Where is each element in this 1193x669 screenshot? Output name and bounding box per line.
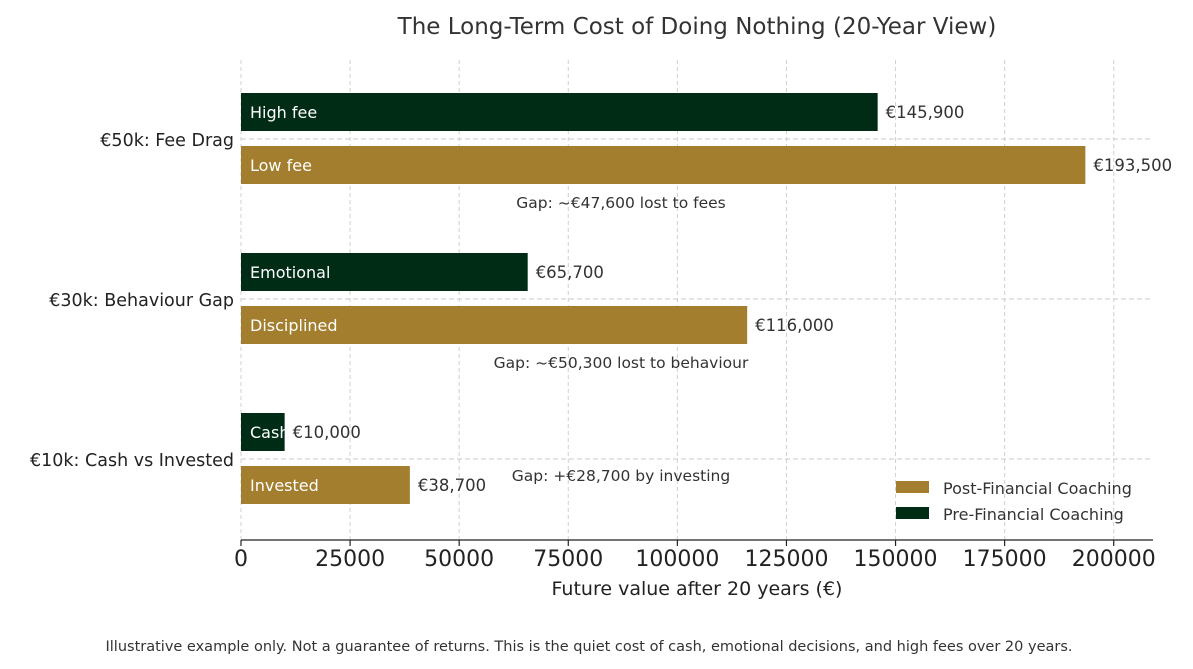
gap-annotation: Gap: ~€50,300 lost to behaviour — [494, 354, 749, 372]
category-label: €10k: Cash vs Invested — [30, 451, 234, 471]
bar-pre — [241, 93, 878, 131]
x-tick-label: 100000 — [635, 547, 719, 572]
gap-annotation: Gap: ~€47,600 lost to fees — [516, 194, 725, 212]
category-label: €50k: Fee Drag — [100, 131, 234, 151]
legend-swatch — [896, 481, 929, 493]
x-tick-label: 200000 — [1072, 547, 1156, 572]
grid — [240, 60, 1153, 540]
bar-post — [241, 466, 410, 504]
bar-value-label: €10,000 — [293, 423, 361, 442]
bar-pre — [241, 413, 285, 451]
bar-post — [241, 146, 1086, 184]
legend-label: Post-Financial Coaching — [943, 479, 1132, 498]
footnote: Illustrative example only. Not a guarant… — [106, 639, 1073, 655]
bar-label: Emotional — [250, 263, 330, 282]
bar-value-label: €65,700 — [536, 263, 604, 282]
x-tick-label: 0 — [234, 547, 248, 572]
bar-label: Cash — [250, 423, 289, 442]
x-axis: 0 25000 50000 75000 100000 125000 150000 175000… — [234, 539, 1156, 572]
bar-label: High fee — [250, 103, 317, 122]
x-tick-label: 25000 — [315, 547, 385, 572]
x-tick-label: 125000 — [744, 547, 828, 572]
gap-annotation: Gap: +€28,700 by investing — [512, 467, 730, 485]
bar-post — [241, 306, 748, 344]
chart-title: The Long-Term Cost of Doing Nothing (20-… — [397, 14, 997, 40]
x-tick-label: 75000 — [533, 547, 603, 572]
bar-value-label: €38,700 — [418, 476, 486, 495]
bars: €50k: Fee Drag High fee €145,900 Low fee €19… — [30, 93, 1172, 504]
legend: Post-Financial Coaching Pre-Financial Coa… — [896, 479, 1132, 524]
bar-pre — [241, 253, 528, 291]
bar-label: Invested — [250, 476, 319, 495]
x-axis-label: Future value after 20 years (€) — [552, 578, 843, 600]
bar-value-label: €116,000 — [755, 316, 834, 335]
x-tick-label: 50000 — [424, 547, 494, 572]
bar-value-label: €145,900 — [886, 103, 965, 122]
bar-value-label: €193,500 — [1093, 156, 1172, 175]
x-tick-label: 175000 — [963, 547, 1047, 572]
bar-label: Low fee — [250, 156, 312, 175]
legend-label: Pre-Financial Coaching — [943, 505, 1124, 524]
bar-label: Disciplined — [250, 316, 338, 335]
legend-swatch — [896, 507, 929, 519]
x-tick-label: 150000 — [854, 547, 938, 572]
category-label: €30k: Behaviour Gap — [49, 291, 234, 311]
